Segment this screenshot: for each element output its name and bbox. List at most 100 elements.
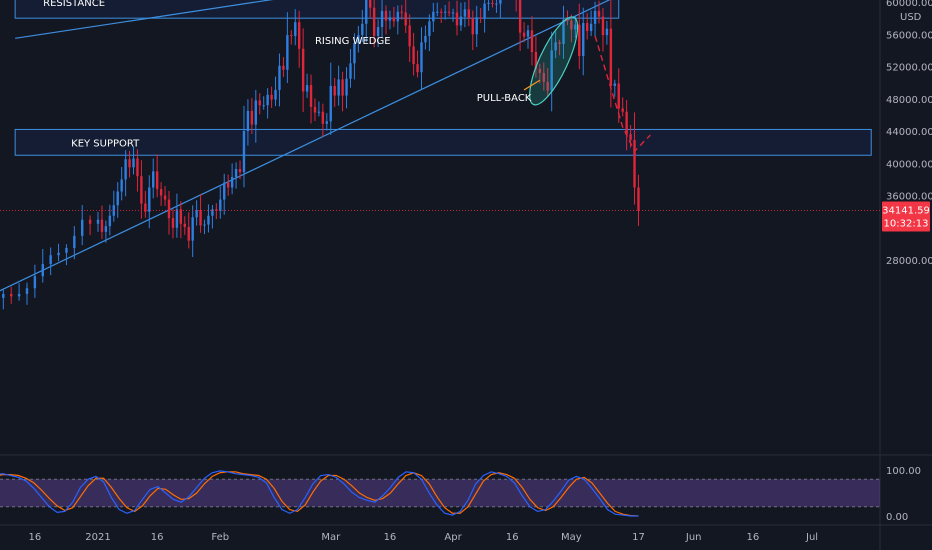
resistance-zone bbox=[14, 0, 620, 19]
candle-body bbox=[436, 11, 439, 13]
candle-body bbox=[424, 35, 427, 43]
candle-body bbox=[325, 121, 329, 124]
candle-body bbox=[585, 23, 589, 32]
candle-body bbox=[112, 205, 115, 216]
candle-body bbox=[550, 50, 553, 91]
candle-body bbox=[155, 171, 159, 190]
price-tick-label: 52000.00 bbox=[886, 63, 932, 74]
candle-body bbox=[203, 224, 206, 226]
candle-body bbox=[333, 85, 336, 96]
candle-body bbox=[546, 81, 549, 91]
rising-wedge-label: RISING WEDGE bbox=[315, 36, 391, 47]
time-axis-label: Jul bbox=[805, 532, 818, 543]
candle-body bbox=[313, 106, 317, 113]
candle-body bbox=[128, 159, 131, 168]
candle-body bbox=[321, 111, 325, 124]
candle-body bbox=[191, 217, 194, 241]
candle-body bbox=[41, 264, 44, 277]
candle-body bbox=[207, 215, 210, 225]
candle-body bbox=[341, 79, 344, 96]
candle-body bbox=[479, 17, 482, 19]
candle-body bbox=[309, 85, 313, 107]
candle-body bbox=[305, 85, 309, 92]
candle-body bbox=[179, 209, 183, 224]
candle-body bbox=[432, 11, 435, 22]
time-axis-label: Jun bbox=[685, 532, 702, 543]
candle-body bbox=[369, 0, 372, 8]
candle-body bbox=[499, 0, 502, 4]
candle-body bbox=[262, 105, 265, 107]
time-axis-label: 16 bbox=[747, 532, 760, 543]
candle-body bbox=[226, 182, 230, 188]
candle-body bbox=[297, 22, 301, 49]
pull-back-label: PULL-BACK bbox=[477, 93, 532, 104]
candle-body bbox=[282, 65, 285, 70]
candle-body bbox=[365, 0, 368, 24]
candle-body bbox=[447, 11, 451, 13]
candle-body bbox=[159, 189, 163, 196]
time-axis-label: Mar bbox=[321, 532, 341, 543]
candle-body bbox=[518, 0, 522, 33]
candle-body bbox=[617, 83, 620, 109]
price-tick-label: 60000.00 bbox=[886, 0, 932, 9]
candle-body bbox=[372, 7, 376, 36]
candle-body bbox=[286, 35, 289, 70]
candle-body bbox=[223, 182, 226, 200]
candle-body bbox=[140, 176, 143, 204]
candle-body bbox=[144, 203, 147, 212]
candle-body bbox=[211, 209, 214, 216]
candle-body bbox=[199, 210, 202, 226]
candle-body bbox=[621, 108, 624, 112]
key-support-zone bbox=[14, 128, 872, 156]
candle-body bbox=[152, 171, 155, 188]
candle-body bbox=[163, 195, 167, 200]
price-tick-label: 36000.00 bbox=[886, 192, 932, 203]
candle-body bbox=[534, 52, 538, 69]
candle-body bbox=[246, 110, 250, 132]
candle-body bbox=[467, 9, 471, 19]
candle-body bbox=[270, 94, 273, 100]
pull-back-arrow bbox=[523, 79, 541, 91]
candle-body bbox=[475, 17, 478, 35]
candle-body bbox=[376, 27, 380, 36]
candle-body bbox=[566, 19, 569, 21]
candle-body bbox=[230, 177, 234, 188]
candle-body bbox=[459, 16, 463, 26]
wedge-lower-trendline bbox=[0, 0, 611, 292]
candle-body bbox=[2, 293, 5, 298]
candle-body bbox=[132, 158, 135, 168]
candle-body bbox=[183, 223, 186, 227]
candle-body bbox=[116, 191, 119, 206]
candle-body bbox=[25, 288, 29, 294]
candle-body bbox=[17, 293, 21, 297]
candle-body bbox=[605, 28, 609, 36]
candle-body bbox=[337, 79, 340, 96]
candle-body bbox=[88, 219, 92, 224]
candle-body bbox=[136, 158, 139, 177]
candle-body bbox=[73, 235, 76, 248]
time-axis-label: 17 bbox=[632, 532, 645, 543]
time-axis-label: Apr bbox=[444, 532, 462, 543]
candle-body bbox=[290, 35, 293, 37]
candle-body bbox=[483, 3, 486, 19]
candle-body bbox=[238, 168, 242, 173]
candle-body bbox=[416, 64, 419, 73]
oscillator-tick-label: 0.00 bbox=[886, 512, 908, 523]
candle-body bbox=[613, 83, 616, 86]
candle-body bbox=[589, 23, 593, 32]
candle-body bbox=[593, 10, 597, 24]
candle-body bbox=[167, 199, 171, 219]
candle-body bbox=[266, 94, 269, 106]
candle-body bbox=[451, 12, 455, 14]
candle-body bbox=[81, 219, 84, 236]
candle-body bbox=[361, 23, 364, 36]
candle-body bbox=[412, 46, 415, 65]
candle-body bbox=[254, 100, 257, 125]
candle-body bbox=[570, 20, 573, 30]
candle-body bbox=[104, 226, 108, 232]
candle-body bbox=[443, 11, 447, 13]
candle-body bbox=[317, 111, 321, 113]
candle-body bbox=[388, 17, 392, 21]
candle-body bbox=[495, 3, 498, 5]
candle-body bbox=[392, 17, 396, 22]
